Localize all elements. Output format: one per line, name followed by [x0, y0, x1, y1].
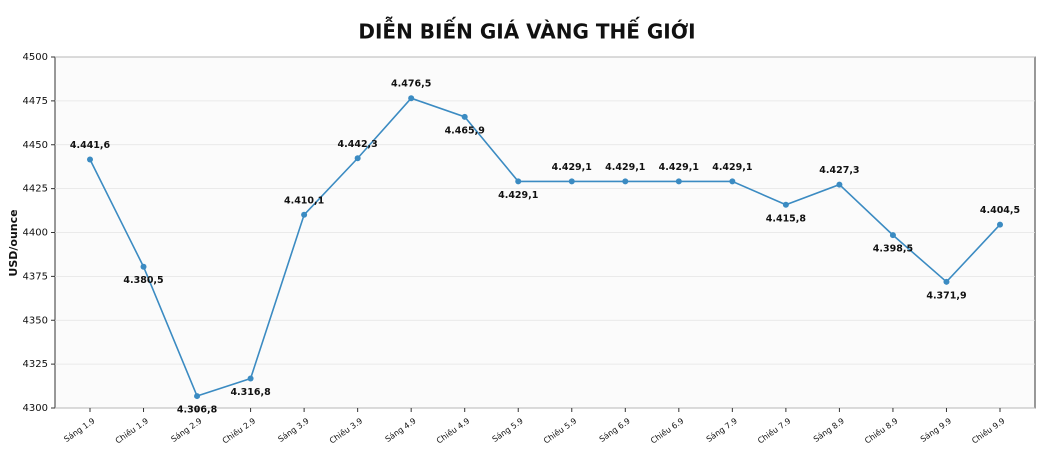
point — [729, 178, 736, 185]
point — [461, 113, 468, 120]
x-tick-label: Sáng 4.9 — [384, 416, 418, 444]
x-tick-label: Sáng 5.9 — [491, 416, 525, 444]
y-tick-label: 4425 — [23, 184, 48, 195]
x-tick-label: Sáng 9.9 — [919, 416, 953, 444]
data-label: 4.410,1 — [284, 195, 324, 206]
x-tick-label: Chiều 3.9 — [327, 415, 364, 445]
point — [194, 393, 201, 400]
point — [140, 263, 147, 270]
y-tick-label: 4450 — [23, 140, 48, 151]
data-label: 4.371,9 — [926, 290, 966, 301]
x-tick-label: Sáng 7.9 — [705, 416, 739, 444]
y-tick-label: 4500 — [23, 52, 48, 63]
y-tick-label: 4350 — [23, 315, 48, 326]
y-tick-label: 4475 — [23, 96, 48, 107]
data-label: 4.429,1 — [605, 162, 645, 173]
point — [515, 178, 522, 185]
data-label: 4.398,5 — [873, 244, 913, 255]
point — [301, 211, 308, 218]
data-label: 4.429,1 — [712, 162, 752, 173]
data-label: 4.442,3 — [338, 139, 378, 150]
x-tick-label: Chiều 2.9 — [220, 415, 257, 445]
point — [782, 201, 789, 208]
chart-title: DIỄN BIẾN GIÁ VÀNG THẾ GIỚI — [358, 17, 695, 44]
point — [836, 181, 843, 188]
x-tick-label: Chiều 9.9 — [970, 415, 1007, 445]
point — [622, 178, 629, 185]
point — [997, 221, 1003, 228]
x-tick-label: Chiều 1.9 — [113, 415, 150, 445]
line — [89, 97, 1001, 398]
point — [943, 278, 950, 285]
data-label: 4.465,9 — [445, 125, 485, 136]
y-axis-label: USD/ounce — [7, 209, 20, 276]
y-tick-label: 4400 — [23, 228, 48, 239]
point — [354, 155, 361, 162]
point — [247, 375, 254, 382]
data-label: 4.476,5 — [391, 79, 431, 90]
point — [87, 156, 93, 163]
point — [889, 232, 896, 239]
x-tick-label: Chiều 4.9 — [434, 415, 471, 445]
data-label: 4.404,5 — [980, 205, 1020, 216]
x-tick-label: Sáng 8.9 — [812, 416, 846, 444]
x-tick-label: Chiều 6.9 — [648, 415, 685, 445]
x-tick-label: Sáng 2.9 — [169, 416, 203, 444]
x-tick-label: Chiều 5.9 — [541, 415, 578, 445]
data-label: 4.306,8 — [177, 405, 218, 416]
x-tick-label: Sáng 1.9 — [62, 416, 96, 444]
point — [568, 178, 575, 185]
y-tick-label: 4300 — [23, 403, 48, 414]
data-label: 4.316,8 — [230, 387, 271, 398]
point — [408, 95, 415, 102]
data-label: 4.380,5 — [123, 275, 163, 286]
x-tick-label: Chiều 8.9 — [863, 415, 900, 445]
data-label: 4.429,1 — [659, 162, 699, 173]
data-label: 4.427,3 — [819, 165, 859, 176]
x-tick-label: Chiều 7.9 — [755, 415, 792, 445]
data-label: 4.429,1 — [498, 190, 538, 201]
y-tick-label: 4325 — [23, 359, 48, 370]
data-label: 4.429,1 — [552, 162, 592, 173]
data-label: 4.441,6 — [70, 140, 111, 151]
point — [675, 178, 682, 185]
y-tick-label: 4375 — [23, 271, 48, 282]
x-tick-label: Sáng 6.9 — [598, 416, 632, 444]
data-label: 4.415,8 — [766, 213, 807, 224]
x-tick-label: Sáng 3.9 — [277, 416, 311, 444]
